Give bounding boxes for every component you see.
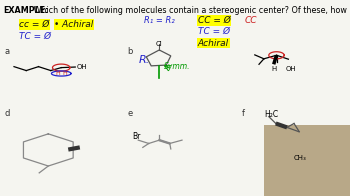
- Text: H: H: [55, 71, 60, 76]
- Text: TC = Ø: TC = Ø: [198, 27, 230, 36]
- Text: R.: R.: [138, 55, 149, 65]
- Text: Achiral: Achiral: [198, 39, 229, 48]
- Text: OH: OH: [286, 66, 296, 72]
- Text: CH₃: CH₃: [294, 155, 307, 161]
- Text: e: e: [128, 109, 133, 118]
- Text: b: b: [128, 47, 133, 56]
- Text: EXAMPLE:: EXAMPLE:: [4, 6, 49, 15]
- Text: Br: Br: [132, 132, 141, 141]
- Text: cc = Ø: cc = Ø: [19, 20, 50, 29]
- Text: d: d: [4, 109, 9, 118]
- Text: OH: OH: [76, 64, 87, 70]
- Text: H: H: [62, 71, 67, 76]
- FancyBboxPatch shape: [264, 125, 350, 196]
- Text: Cl: Cl: [155, 41, 162, 47]
- Text: Symm.: Symm.: [164, 62, 190, 71]
- Text: CC = Ø: CC = Ø: [198, 16, 231, 25]
- Text: R₁ = R₂: R₁ = R₂: [144, 16, 174, 25]
- Text: a: a: [4, 47, 9, 56]
- Text: CC: CC: [245, 16, 258, 25]
- Text: • Achiral: • Achiral: [54, 20, 93, 29]
- Text: Which of the following molecules contain a stereogenic center? Of these, how man: Which of the following molecules contain…: [31, 6, 350, 15]
- Text: H: H: [271, 66, 277, 72]
- Text: f: f: [241, 109, 245, 118]
- Text: TC = Ø: TC = Ø: [19, 32, 51, 41]
- Text: H₂C: H₂C: [264, 110, 278, 119]
